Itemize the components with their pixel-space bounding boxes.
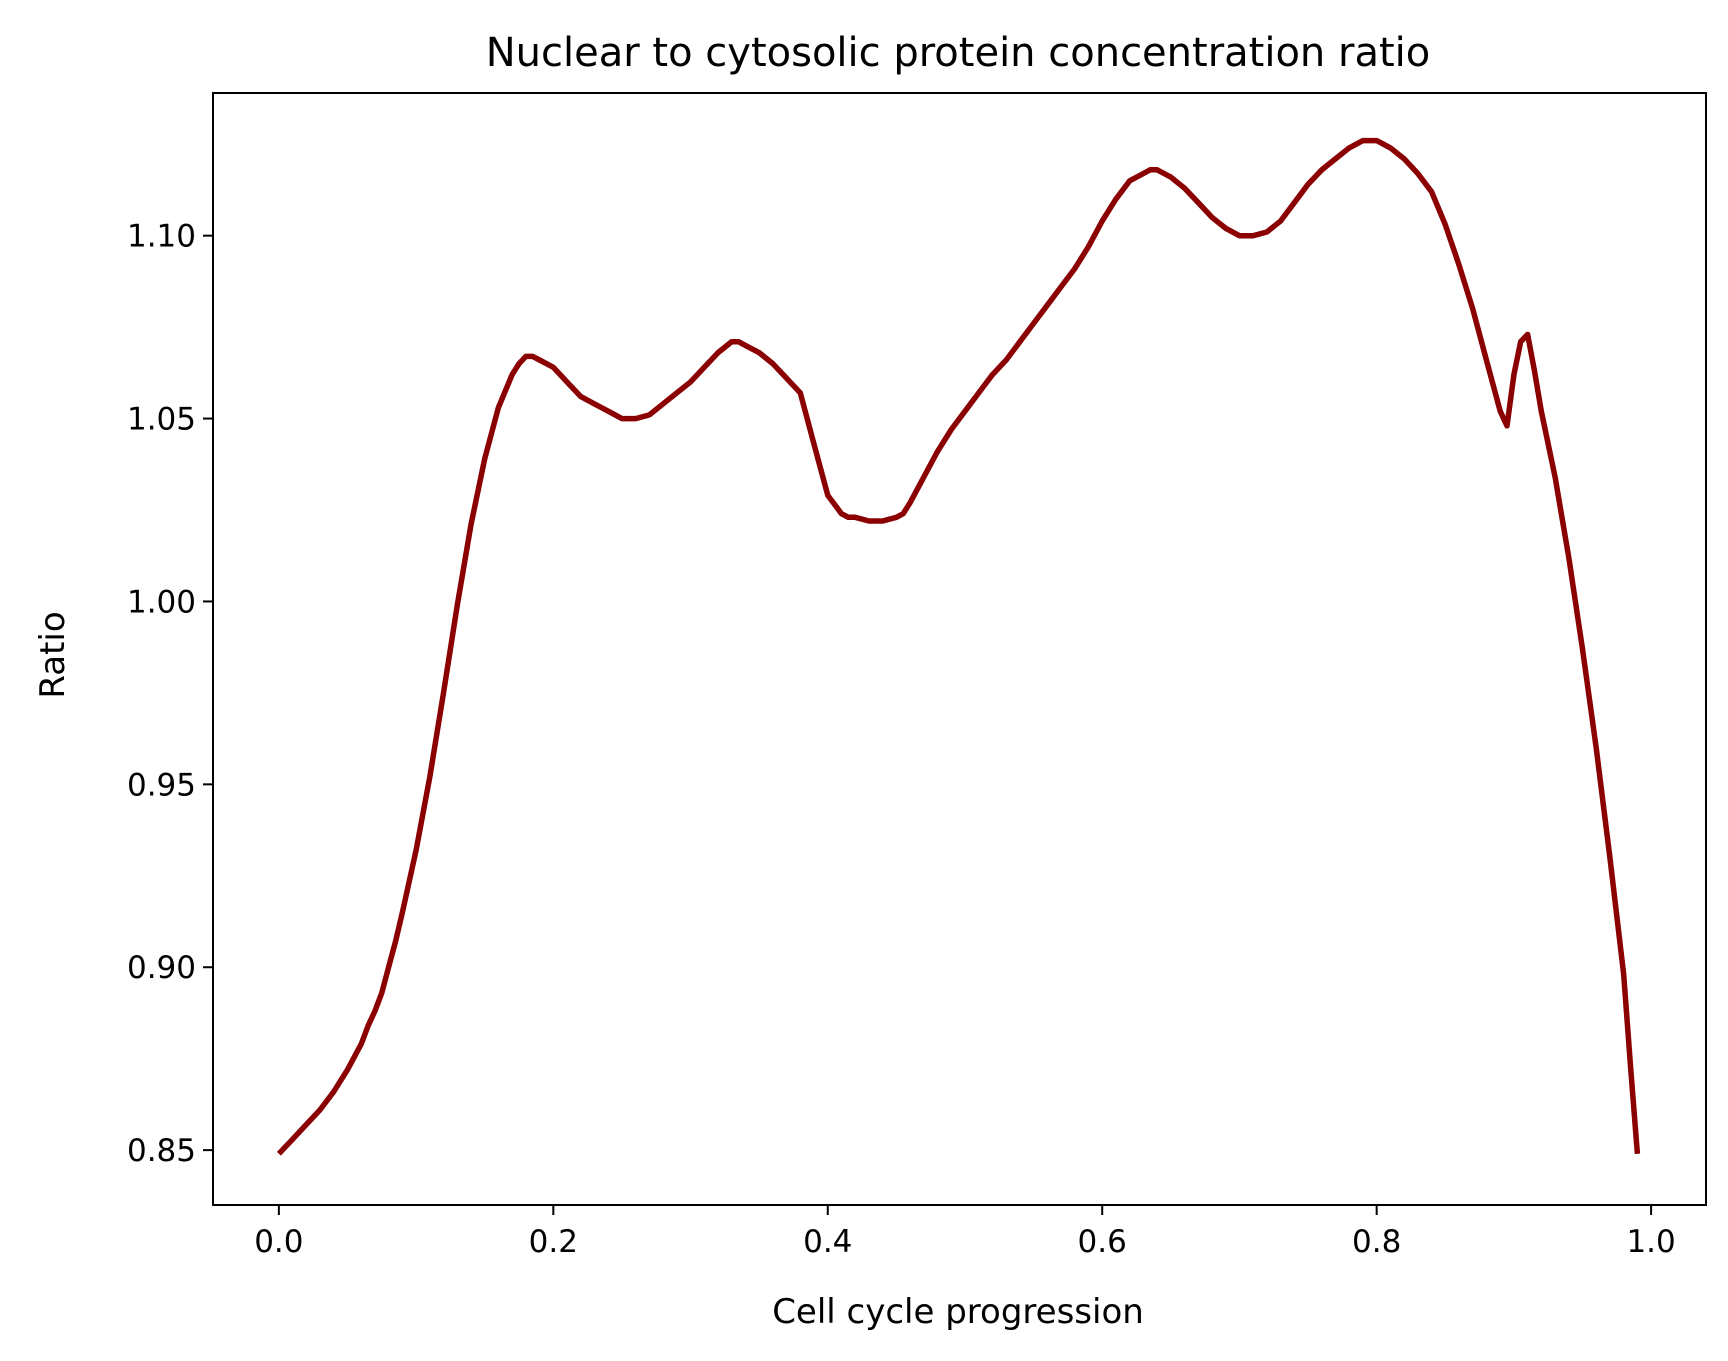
- x-axis-label: Cell cycle progression: [772, 1292, 1144, 1332]
- series-layer: [276, 137, 1641, 1156]
- y-tick-label: 1.00: [127, 584, 196, 620]
- y-tick-label: 1.10: [127, 219, 196, 255]
- x-tick-label: 0.2: [529, 1224, 578, 1260]
- x-tick-label: 0.0: [254, 1224, 303, 1260]
- y-axis: 0.85 0.90 0.95 1.00 1.05 1.10: [127, 219, 213, 1169]
- x-tick-label: 0.4: [803, 1224, 852, 1260]
- x-tick-label: 0.8: [1352, 1224, 1401, 1260]
- chart-title: Nuclear to cytosolic protein concentrati…: [486, 30, 1430, 76]
- plot-frame: [212, 92, 1707, 1206]
- x-tick-label: 1.0: [1626, 1224, 1675, 1260]
- x-tick-label: 0.6: [1078, 1224, 1127, 1260]
- series-line: [276, 137, 1641, 1156]
- y-tick-label: 0.85: [127, 1133, 196, 1169]
- plot-area-border: [212, 92, 1707, 1206]
- y-tick-label: 1.05: [127, 402, 196, 438]
- y-axis-label: Ratio: [33, 611, 73, 698]
- y-tick-label: 0.90: [127, 950, 196, 986]
- x-axis: 0.0 0.2 0.4 0.6 0.8 1.0: [254, 1205, 1676, 1260]
- y-tick-label: 0.95: [127, 767, 196, 803]
